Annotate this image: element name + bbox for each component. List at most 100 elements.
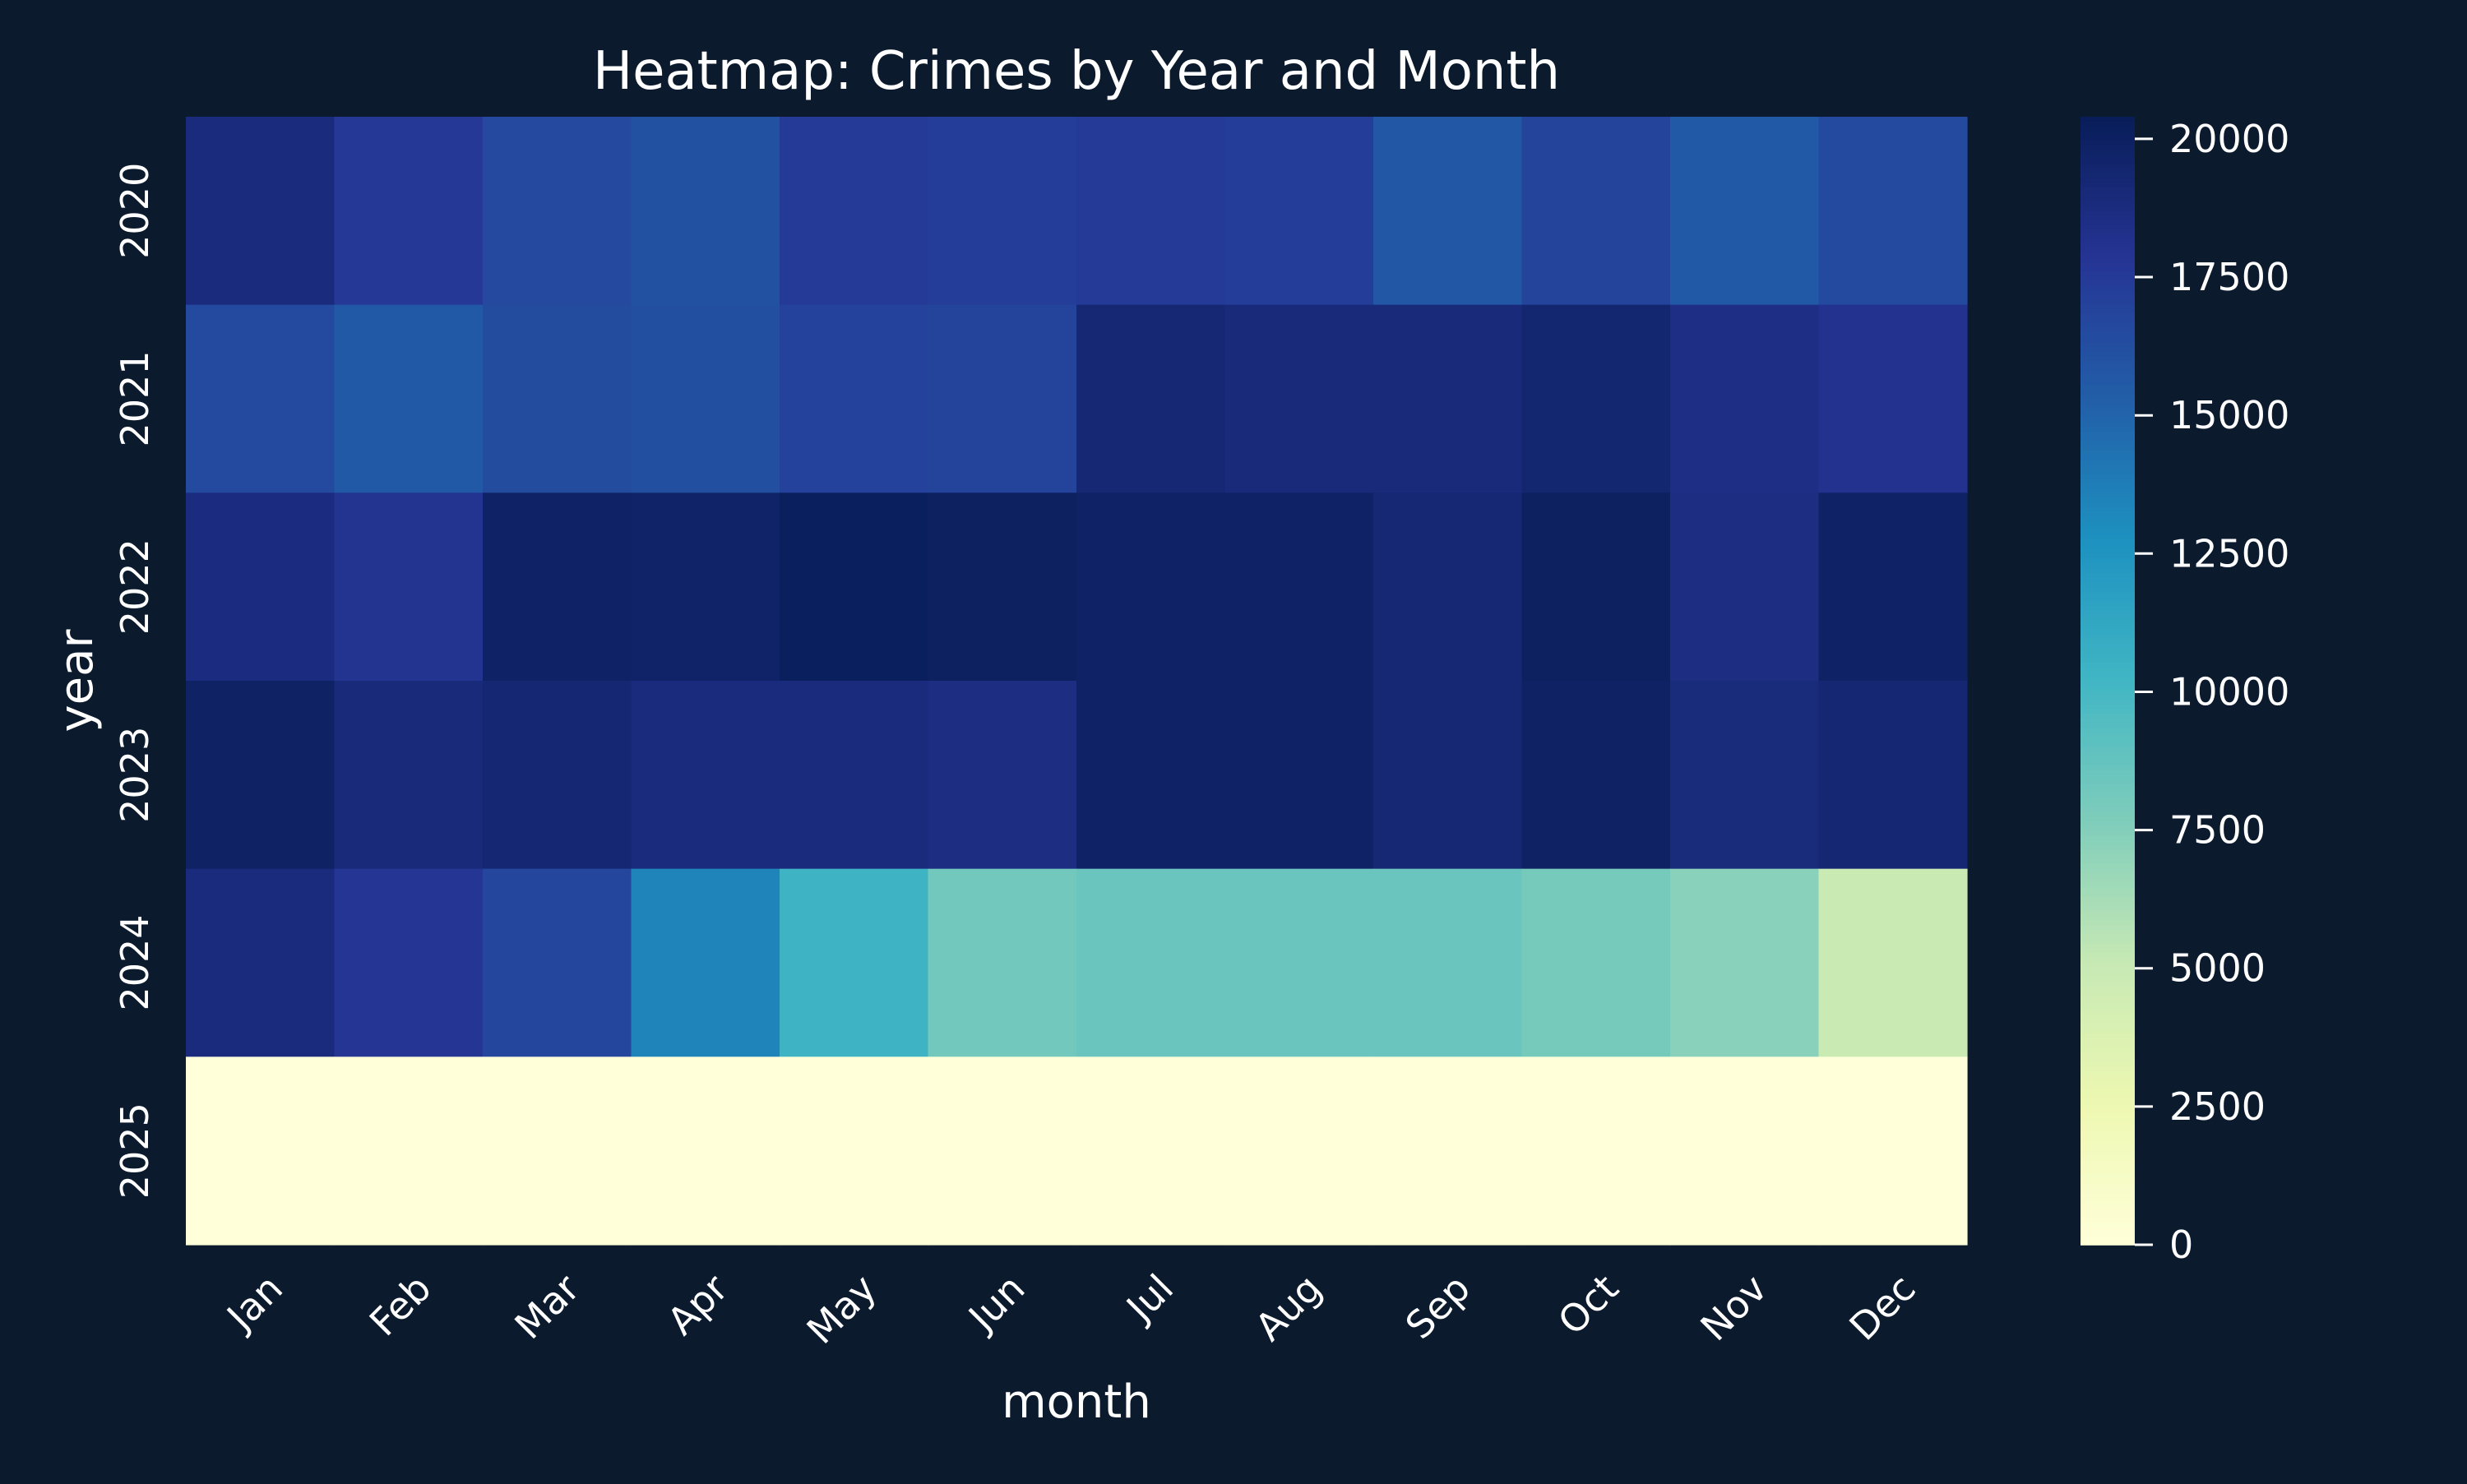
heatmap-cell-2024-jun xyxy=(928,868,1077,1057)
colorbar-segment xyxy=(2081,723,2135,728)
colorbar-segment xyxy=(2081,1047,2135,1053)
colorbar-segment xyxy=(2081,963,2135,969)
colorbar-segment xyxy=(2081,469,2135,475)
colorbar-segment xyxy=(2081,996,2135,1001)
colorbar-segment xyxy=(2081,365,2135,372)
heatmap-cell-2023-aug xyxy=(1224,681,1374,870)
heatmap-cell-2020-jan xyxy=(186,117,336,306)
colorbar-segment xyxy=(2081,1056,2135,1062)
colorbar-segment xyxy=(2081,271,2135,278)
x-tick-label-may: May xyxy=(798,1266,885,1352)
heatmap-cell-2021-mar xyxy=(483,304,632,493)
colorbar-segment xyxy=(2081,953,2135,959)
colorbar-segment xyxy=(2081,488,2135,494)
colorbar-segment xyxy=(2081,1117,2135,1124)
heatmap-cell-2020-dec xyxy=(1818,117,1968,306)
y-tick-label-2022: 2022 xyxy=(113,539,157,635)
colorbar-segment xyxy=(2081,1052,2135,1058)
heatmap-cell-2020-oct xyxy=(1521,117,1671,306)
colorbar-segment xyxy=(2081,1033,2135,1039)
heatmap-cell-2024-apr xyxy=(631,868,780,1057)
colorbar-segment xyxy=(2081,854,2135,861)
colorbar-segment xyxy=(2081,882,2135,889)
colorbar-segment xyxy=(2081,614,2135,621)
colorbar-segment xyxy=(2081,662,2135,668)
colorbar-tick-label: 15000 xyxy=(2169,393,2289,437)
colorbar-segment xyxy=(2081,1029,2135,1034)
heatmap-cell-2023-may xyxy=(780,681,929,870)
colorbar-segment xyxy=(2081,370,2135,377)
colorbar-segment xyxy=(2081,1061,2135,1067)
colorbar-segment xyxy=(2081,474,2135,479)
colorbar-segment xyxy=(2081,1178,2135,1185)
heatmap-cell-2025-oct xyxy=(1521,1056,1671,1246)
colorbar-segment xyxy=(2081,413,2135,418)
colorbar-segment xyxy=(2081,972,2135,978)
x-tick-label-aug: Aug xyxy=(1247,1266,1331,1350)
colorbar-segment xyxy=(2081,394,2135,400)
heatmap-cell-2021-nov xyxy=(1670,304,1820,493)
colorbar-segment xyxy=(2081,563,2135,569)
colorbar-segment xyxy=(2081,520,2135,527)
heatmap-cell-2024-aug xyxy=(1224,868,1374,1057)
colorbar-segment xyxy=(2081,845,2135,851)
colorbar-segment xyxy=(2081,1000,2135,1006)
colorbar-segment xyxy=(2081,892,2135,898)
colorbar-segment xyxy=(2081,863,2135,870)
colorbar-segment xyxy=(2081,610,2135,616)
colorbar-segment xyxy=(2081,1155,2135,1161)
colorbar-segment xyxy=(2081,1014,2135,1020)
colorbar-segment xyxy=(2081,295,2135,301)
colorbar-segment xyxy=(2081,690,2135,696)
colorbar-segment xyxy=(2081,849,2135,856)
colorbar-segment xyxy=(2081,958,2135,964)
colorbar-segment xyxy=(2081,117,2135,123)
heatmap-cell-2020-mar xyxy=(483,117,632,306)
colorbar-segment xyxy=(2081,760,2135,766)
colorbar-segment xyxy=(2081,206,2135,212)
colorbar-segment xyxy=(2081,446,2135,451)
heatmap-cell-2025-dec xyxy=(1818,1056,1968,1246)
colorbar-segment xyxy=(2081,747,2135,752)
colorbar-segment xyxy=(2081,915,2135,922)
colorbar-segment xyxy=(2081,1193,2135,1199)
y-tick-label-2020: 2020 xyxy=(113,163,157,259)
colorbar-tick-label: 7500 xyxy=(2169,808,2266,853)
colorbar-segment xyxy=(2081,967,2135,973)
colorbar-segment xyxy=(2081,548,2135,555)
x-tick-label-jan: Jan xyxy=(217,1266,291,1340)
colorbar-segment xyxy=(2081,515,2135,522)
colorbar-segment xyxy=(2081,502,2135,508)
heatmap-cell-2024-may xyxy=(780,868,929,1057)
colorbar-segment xyxy=(2081,389,2135,395)
colorbar-segment xyxy=(2081,422,2135,428)
colorbar-segment xyxy=(2081,977,2135,982)
heatmap-cell-2024-feb xyxy=(334,868,484,1057)
heatmap-cell-2024-nov xyxy=(1670,868,1820,1057)
colorbar-segment xyxy=(2081,323,2135,330)
heatmap-cell-2025-mar xyxy=(483,1056,632,1246)
colorbar-segment xyxy=(2081,567,2135,574)
colorbar-segment xyxy=(2081,605,2135,612)
colorbar-segment xyxy=(2081,934,2135,941)
colorbar-segment xyxy=(2081,920,2135,927)
colorbar-segment xyxy=(2081,460,2135,465)
colorbar-segment xyxy=(2081,314,2135,320)
colorbar-segment xyxy=(2081,591,2135,597)
heatmap-cell-2025-feb xyxy=(334,1056,484,1246)
colorbar-segment xyxy=(2081,986,2135,992)
x-tick-label-apr: Apr xyxy=(659,1266,737,1344)
colorbar-segment xyxy=(2081,652,2135,659)
colorbar-segment xyxy=(2081,1070,2135,1076)
colorbar-segment xyxy=(2081,224,2135,230)
colorbar-segment xyxy=(2081,347,2135,353)
colorbar-segment xyxy=(2081,991,2135,996)
colorbar-segment xyxy=(2081,797,2135,804)
colorbar-segment xyxy=(2081,685,2135,691)
colorbar-segment xyxy=(2081,150,2135,155)
heatmap-cell-2020-apr xyxy=(631,117,780,306)
colorbar-segment xyxy=(2081,408,2135,414)
colorbar-segment xyxy=(2081,774,2135,780)
colorbar-segment xyxy=(2081,1112,2135,1119)
colorbar-segment xyxy=(2081,539,2135,546)
